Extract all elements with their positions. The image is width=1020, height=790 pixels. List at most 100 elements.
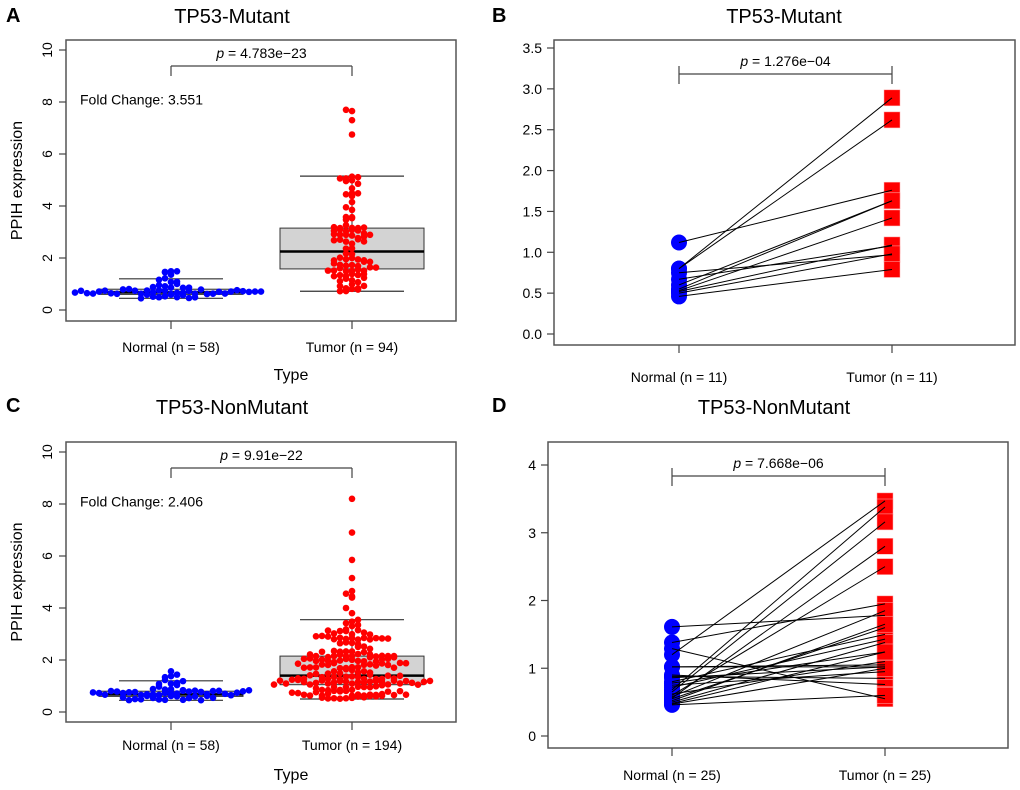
y-tick-label: 3 — [528, 525, 536, 541]
y-tick-label: 3.0 — [523, 81, 543, 97]
normal-point — [95, 689, 103, 697]
x-tick-label: Normal (n = 25) — [623, 767, 721, 783]
x-tick-label: Normal (n = 58) — [122, 339, 220, 355]
tumor-point — [342, 287, 350, 295]
tumor-point — [306, 692, 314, 699]
normal-point — [143, 291, 151, 299]
tumor-point — [348, 556, 356, 564]
normal-point — [161, 696, 169, 704]
tumor-point — [342, 655, 350, 663]
tumor-point — [342, 694, 350, 702]
tumor-point — [348, 206, 356, 214]
tumor-point — [342, 177, 350, 185]
tumor-point — [312, 652, 320, 660]
normal-point — [185, 294, 193, 302]
normal-point — [221, 690, 229, 698]
normal-point — [167, 271, 175, 278]
tumor-point — [324, 633, 332, 640]
tumor-point — [366, 683, 374, 691]
tumor-point — [360, 694, 368, 701]
tumor-point — [276, 677, 284, 684]
normal-point — [149, 685, 157, 693]
p-value-label: p = 1.276e−04 — [739, 53, 831, 69]
tumor-point — [318, 686, 326, 694]
y-tick-label: 4 — [39, 604, 55, 612]
tumor-point — [366, 231, 374, 239]
tumor-point — [330, 267, 338, 274]
normal-point — [155, 276, 163, 284]
tumor-point — [372, 682, 380, 690]
chart-title: TP53-NonMutant — [698, 397, 851, 419]
normal-point — [257, 288, 265, 295]
pair-line — [678, 244, 893, 292]
tumor-point — [270, 681, 278, 688]
tumor-point — [300, 678, 308, 686]
plot-frame — [65, 441, 457, 723]
normal-point — [179, 677, 187, 685]
tumor-point — [336, 657, 344, 664]
tumor-point — [348, 680, 356, 687]
normal-point — [245, 687, 253, 694]
normal-point — [209, 694, 217, 702]
tumor-point — [324, 695, 332, 702]
normal-point — [233, 286, 241, 294]
y-tick-label: 2 — [528, 593, 536, 609]
y-tick-label: 0.0 — [523, 326, 543, 342]
tumor-point — [366, 264, 374, 271]
tumor-point — [354, 173, 362, 181]
normal-point — [155, 287, 163, 294]
tumor-point — [360, 679, 368, 686]
tumor-point — [348, 587, 356, 595]
tumor-point — [348, 609, 356, 617]
tumor-point — [366, 661, 374, 668]
tumor-point — [348, 116, 356, 124]
pair-line — [671, 566, 886, 696]
tumor-point — [318, 661, 326, 668]
tumor-point — [342, 275, 350, 282]
normal-point — [185, 688, 193, 695]
normal-point — [173, 280, 181, 288]
pair-line — [678, 254, 893, 274]
tumor-point — [348, 192, 356, 200]
tumor-point — [384, 635, 392, 642]
tumor-point — [318, 632, 326, 640]
normal-point — [131, 688, 139, 696]
tumor-point — [396, 672, 404, 680]
pair-line — [671, 500, 886, 656]
tumor-point — [342, 245, 350, 252]
normal-point — [185, 694, 193, 702]
tumor-point — [372, 662, 380, 669]
normal-point — [143, 692, 151, 700]
tumor-point — [336, 287, 344, 295]
pair-line — [678, 189, 893, 243]
tumor-point — [348, 214, 356, 222]
tumor-point — [348, 254, 356, 262]
y-tick-label: 2.5 — [523, 122, 543, 138]
tumor-point — [354, 683, 362, 691]
tumor-point — [354, 621, 362, 629]
tumor-point — [342, 255, 350, 263]
tumor-point — [402, 691, 410, 698]
normal-point — [167, 668, 175, 675]
tumor-point — [342, 250, 350, 257]
tumor-point — [342, 639, 350, 646]
tumor-point — [378, 681, 386, 689]
normal-point — [173, 671, 181, 678]
tumor-point — [354, 650, 362, 658]
tumor-point — [420, 678, 428, 686]
tumor-point — [390, 691, 398, 699]
tumor-point — [330, 659, 338, 667]
tumor-point — [354, 616, 362, 624]
pair-line — [671, 648, 886, 700]
tumor-point — [360, 224, 368, 231]
tumor-point — [336, 627, 344, 635]
normal-point — [167, 284, 175, 291]
panel-letter-c: C — [6, 395, 20, 417]
tumor-point — [336, 231, 344, 238]
y-tick-label: 2 — [39, 254, 55, 262]
normal-point — [155, 281, 163, 289]
tumor-point — [312, 664, 320, 671]
tumor-point — [348, 240, 356, 247]
tumor-point — [336, 669, 344, 677]
